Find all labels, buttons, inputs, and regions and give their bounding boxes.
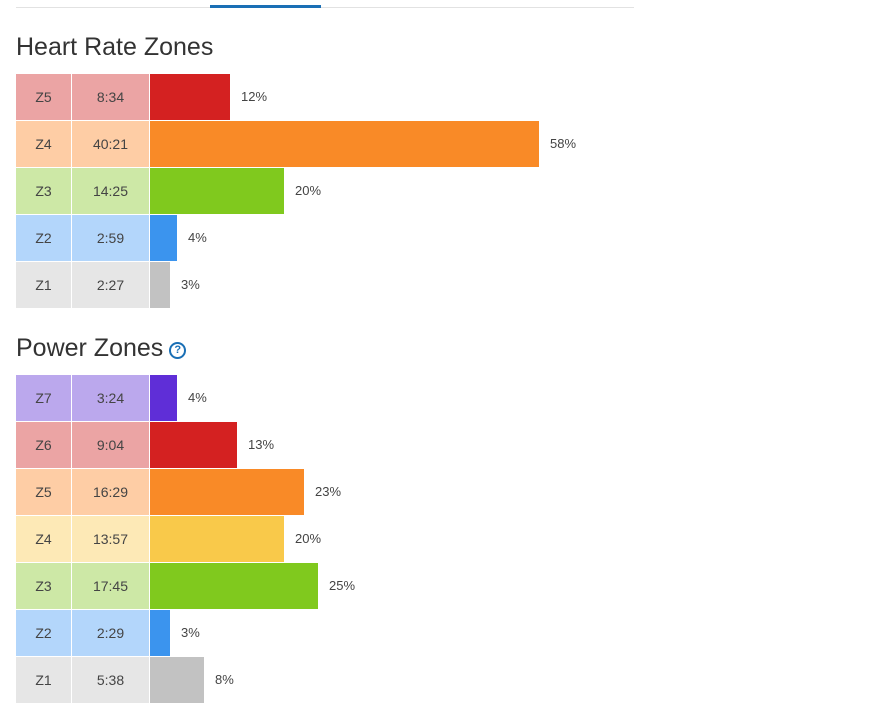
power-zone-percent-z5: 23%	[315, 484, 342, 499]
hr-zone-time-z3: 14:25	[72, 168, 149, 214]
power-zone-bar-z1	[150, 657, 204, 703]
heart-rate-zones-title-text: Heart Rate Zones	[16, 33, 214, 61]
power-zone-row-z4: Z4 13:57 20%	[16, 516, 616, 562]
power-zone-time-z1: 5:38	[72, 657, 149, 703]
heart-rate-zones-table: Z5 8:34 12% Z4 40:21 58% Z3 14:25 20% Z2 2:59 4% Z1 2…	[16, 74, 616, 308]
heart-rate-zones-title: Heart Rate Zones	[16, 33, 213, 61]
hr-zone-percent-z5: 12%	[241, 89, 268, 104]
hr-zone-time-z2: 2:59	[72, 215, 149, 261]
hr-zone-row-z2: Z2 2:59 4%	[16, 215, 616, 261]
power-zone-bar-z3	[150, 563, 318, 609]
power-zone-time-z3: 17:45	[72, 563, 149, 609]
power-zone-label-z1: Z1	[16, 657, 71, 703]
hr-zone-row-z5: Z5 8:34 12%	[16, 74, 616, 120]
power-zone-percent-z3: 25%	[329, 578, 356, 593]
hr-zone-percent-z3: 20%	[295, 183, 322, 198]
hr-zone-row-z3: Z3 14:25 20%	[16, 168, 616, 214]
power-zone-time-z7: 3:24	[72, 375, 149, 421]
hr-zone-label-z2: Z2	[16, 215, 71, 261]
power-zone-bar-z6	[150, 422, 237, 468]
power-zone-time-z2: 2:29	[72, 610, 149, 656]
hr-zone-bar-z2	[150, 215, 177, 261]
hr-zone-label-z3: Z3	[16, 168, 71, 214]
power-zone-bar-z4	[150, 516, 284, 562]
power-zone-row-z3: Z3 17:45 25%	[16, 563, 616, 609]
power-zones-title: Power Zones?	[16, 334, 187, 362]
power-zone-label-z3: Z3	[16, 563, 71, 609]
power-zone-label-z5: Z5	[16, 469, 71, 515]
power-zone-time-z4: 13:57	[72, 516, 149, 562]
hr-zone-percent-z4: 58%	[550, 136, 577, 151]
power-zone-percent-z6: 13%	[248, 437, 275, 452]
power-zone-percent-z2: 3%	[181, 625, 200, 640]
tab-bar-divider	[16, 7, 634, 8]
power-zone-row-z1: Z1 5:38 8%	[16, 657, 616, 703]
hr-zone-time-z4: 40:21	[72, 121, 149, 167]
power-zone-label-z4: Z4	[16, 516, 71, 562]
hr-zone-row-z4: Z4 40:21 58%	[16, 121, 616, 167]
power-zones-table: Z7 3:24 4% Z6 9:04 13% Z5 16:29 23% Z4 13:57 20% Z3 1…	[16, 375, 616, 703]
power-zone-label-z2: Z2	[16, 610, 71, 656]
hr-zone-time-z5: 8:34	[72, 74, 149, 120]
hr-zone-label-z1: Z1	[16, 262, 71, 308]
hr-zone-percent-z1: 3%	[181, 277, 200, 292]
power-zone-percent-z1: 8%	[215, 672, 234, 687]
power-zone-row-z2: Z2 2:29 3%	[16, 610, 616, 656]
hr-zone-bar-z5	[150, 74, 230, 120]
power-zones-title-text: Power Zones	[16, 334, 164, 362]
power-zone-label-z6: Z6	[16, 422, 71, 468]
help-icon[interactable]: ?	[169, 342, 187, 359]
hr-zone-label-z4: Z4	[16, 121, 71, 167]
power-zone-time-z5: 16:29	[72, 469, 149, 515]
hr-zone-percent-z2: 4%	[188, 230, 207, 245]
power-zone-bar-z5	[150, 469, 304, 515]
power-zone-percent-z4: 20%	[295, 531, 322, 546]
power-zone-row-z7: Z7 3:24 4%	[16, 375, 616, 421]
hr-zone-row-z1: Z1 2:27 3%	[16, 262, 616, 308]
hr-zone-bar-z3	[150, 168, 284, 214]
power-zone-bar-z7	[150, 375, 177, 421]
power-zone-row-z6: Z6 9:04 13%	[16, 422, 616, 468]
active-tab-indicator	[210, 5, 321, 8]
hr-zone-bar-z4	[150, 121, 539, 167]
power-zone-bar-z2	[150, 610, 170, 656]
power-zone-label-z7: Z7	[16, 375, 71, 421]
power-zone-time-z6: 9:04	[72, 422, 149, 468]
hr-zone-time-z1: 2:27	[72, 262, 149, 308]
power-zone-percent-z7: 4%	[188, 390, 207, 405]
power-zone-row-z5: Z5 16:29 23%	[16, 469, 616, 515]
hr-zone-bar-z1	[150, 262, 170, 308]
hr-zone-label-z5: Z5	[16, 74, 71, 120]
